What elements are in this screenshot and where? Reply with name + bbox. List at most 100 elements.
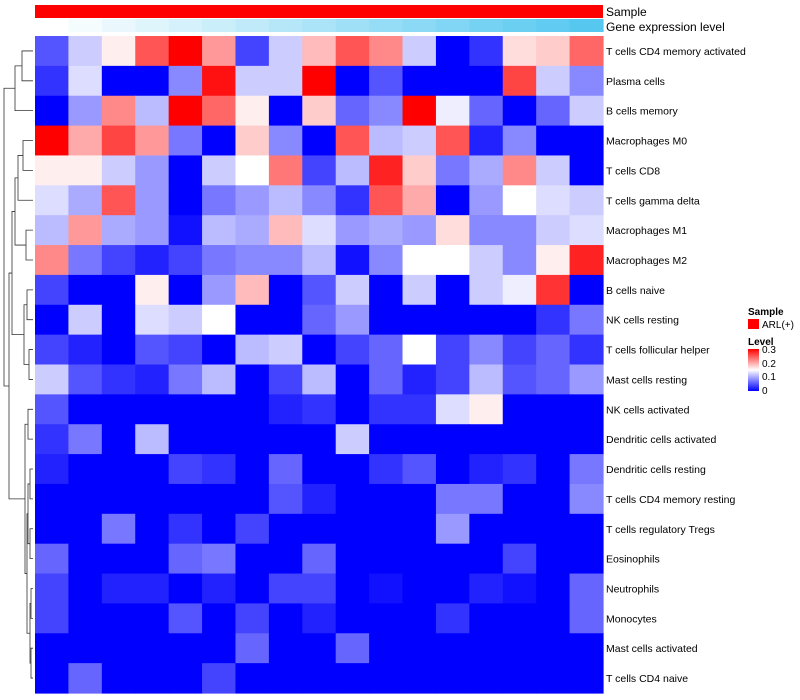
heatmap-cell <box>302 334 337 366</box>
heatmap-cell <box>402 334 437 366</box>
heatmap-cell <box>469 394 504 425</box>
heatmap-cell <box>469 603 504 634</box>
heatmap-cell <box>569 215 604 246</box>
annotation-cell-expression <box>502 19 537 32</box>
heatmap-cell <box>135 274 170 306</box>
heatmap-cell <box>369 454 404 485</box>
heatmap-cell <box>402 95 437 127</box>
annotation-cell-expression <box>369 19 404 32</box>
heatmap-cell <box>101 543 136 575</box>
heatmap-cell <box>435 155 470 186</box>
heatmap-cell <box>135 36 170 67</box>
heatmap-cell <box>101 364 136 395</box>
heatmap-cell <box>268 125 303 157</box>
heatmap-cell <box>235 483 270 515</box>
heatmap-cell <box>369 543 404 575</box>
legend-level-title: Level <box>748 337 774 348</box>
heatmap-cell <box>35 65 70 97</box>
heatmap-cell <box>569 36 604 67</box>
annotation-cell-expression <box>402 19 437 32</box>
heatmap-cell <box>101 245 136 276</box>
heatmap-cell <box>135 394 170 425</box>
heatmap-cell <box>369 155 404 186</box>
heatmap-cell <box>135 603 170 634</box>
legend-tick-0-2: 0.2 <box>762 359 776 370</box>
heatmap-cell <box>202 334 237 366</box>
row-label: B cells memory <box>606 106 679 118</box>
dendrogram-branch <box>23 304 29 365</box>
heatmap-cell <box>335 274 370 306</box>
heatmap-cell <box>302 483 337 515</box>
heatmap-cell <box>68 334 103 366</box>
heatmap-cell <box>536 603 571 634</box>
heatmap-cell <box>202 304 237 336</box>
heatmap-cell <box>502 215 537 246</box>
row-label: T cells CD8 <box>606 165 660 177</box>
row-label: Eosinophils <box>606 554 660 566</box>
heatmap-cell <box>402 633 437 664</box>
heatmap-cell <box>469 364 504 395</box>
heatmap-cell <box>135 633 170 664</box>
heatmap-cell <box>302 364 337 395</box>
heatmap-cell <box>302 454 337 485</box>
heatmap-cell <box>569 633 604 664</box>
heatmap-cell <box>101 633 136 664</box>
heatmap-cell <box>168 454 203 485</box>
heatmap-cell <box>235 304 270 336</box>
heatmap-cell <box>101 334 136 366</box>
heatmap-cell <box>302 573 337 605</box>
heatmap-cell <box>536 454 571 485</box>
heatmap-cell <box>202 185 237 216</box>
heatmap-cell <box>469 304 504 336</box>
heatmap-cell <box>402 663 437 694</box>
heatmap-cell <box>235 155 270 186</box>
heatmap-cell <box>268 304 303 336</box>
heatmap-cell <box>402 245 437 276</box>
heatmap-cell <box>536 334 571 366</box>
heatmap-cell <box>435 185 470 216</box>
heatmap-cell <box>569 245 604 276</box>
heatmap-cell <box>569 185 604 216</box>
heatmap-cell <box>369 65 404 97</box>
dendrogram-branch <box>30 647 33 679</box>
dendrogram-branch <box>14 177 26 246</box>
heatmap-cell <box>536 95 571 127</box>
heatmap-cell <box>502 424 537 455</box>
heatmap-cell <box>569 454 604 485</box>
heatmap-cell <box>202 95 237 127</box>
heatmap-cell <box>302 633 337 664</box>
annotation-label-sample: Sample <box>606 5 647 19</box>
row-label: Macrophages M2 <box>606 255 687 267</box>
heatmap-cell <box>469 573 504 605</box>
row-label: Dendritic cells activated <box>606 434 716 446</box>
heatmap-cell <box>35 543 70 575</box>
heatmap-cell <box>569 274 604 306</box>
heatmap-cell <box>235 573 270 605</box>
heatmap-cell <box>402 364 437 395</box>
heatmap-cell <box>502 543 537 575</box>
row-label: Dendritic cells resting <box>606 464 706 476</box>
heatmap-cell <box>536 245 571 276</box>
heatmap-cell <box>268 483 303 515</box>
heatmap-cell <box>435 334 470 366</box>
heatmap-cell <box>268 513 303 545</box>
heatmap-cell <box>235 65 270 97</box>
row-label: T cells follicular helper <box>606 345 710 357</box>
heatmap-cell <box>268 454 303 485</box>
heatmap-cell <box>302 394 337 425</box>
heatmap-cell <box>202 215 237 246</box>
heatmap-cell <box>536 65 571 97</box>
heatmap-cell <box>402 573 437 605</box>
heatmap-cell <box>435 36 470 67</box>
heatmap-cell <box>435 274 470 306</box>
heatmap-cell <box>536 633 571 664</box>
heatmap-cell <box>168 543 203 575</box>
heatmap-cell <box>101 304 136 336</box>
heatmap-cell <box>335 215 370 246</box>
heatmap-cell <box>68 304 103 336</box>
heatmap-cell <box>268 633 303 664</box>
dendrogram-branch <box>14 65 33 112</box>
heatmap-cell <box>202 454 237 485</box>
heatmap-cell <box>235 454 270 485</box>
heatmap-cell <box>502 65 537 97</box>
